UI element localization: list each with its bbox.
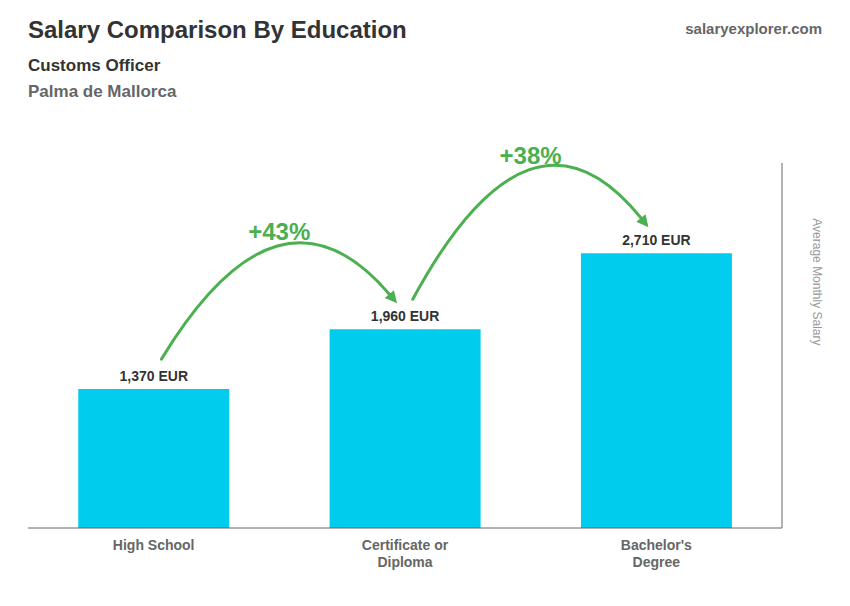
html-text:Customs Officer: Customs Officer — [28, 56, 161, 75]
svg-text:2,710 EUR: 2,710 EUR — [622, 232, 690, 248]
svg-text:+43%: +43% — [248, 218, 310, 245]
svg-text:1,370 EUR: 1,370 EUR — [120, 368, 188, 384]
html-text:Palma de Mallorca: Palma de Mallorca — [28, 82, 177, 101]
svg-text:Bachelor'sDegree: Bachelor'sDegree — [621, 537, 692, 570]
svg-text:High School: High School — [113, 537, 195, 553]
svg-text:Certificate orDiploma: Certificate orDiploma — [362, 537, 449, 570]
html-text:Salary Comparison By Education: Salary Comparison By Education — [28, 16, 407, 43]
svg-text:+38%: +38% — [500, 142, 562, 169]
svg-text:Average Monthly Salary: Average Monthly Salary — [810, 218, 824, 345]
svg-text:1,960 EUR: 1,960 EUR — [371, 308, 439, 324]
html-text:salaryexplorer.com: salaryexplorer.com — [685, 20, 822, 37]
